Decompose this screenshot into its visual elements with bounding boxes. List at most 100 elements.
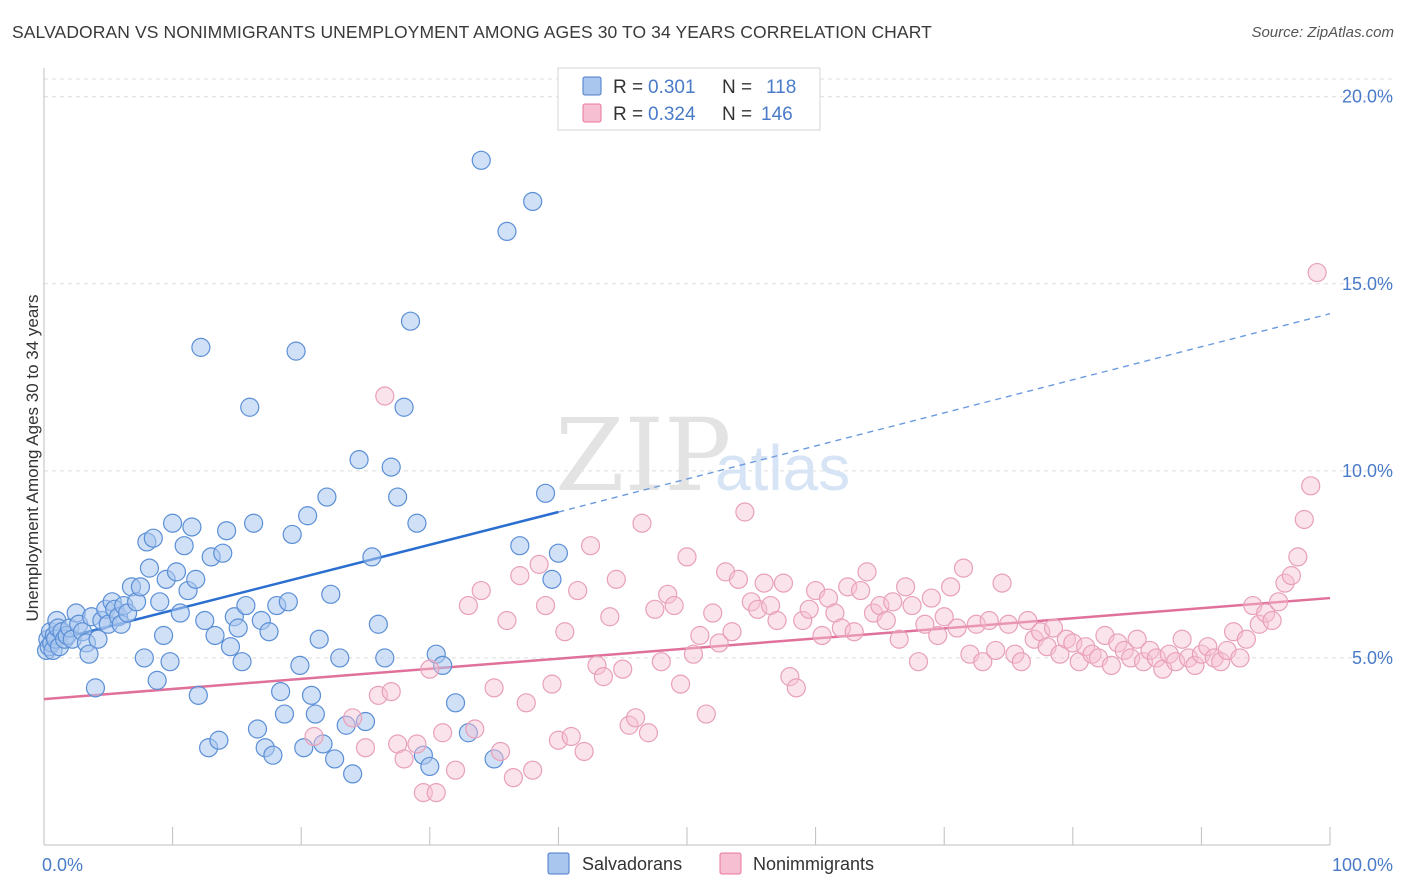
point-salvadorans-88 (325, 749, 345, 769)
data-points (36, 150, 1327, 803)
point-nonimmigrants-16 (471, 580, 491, 601)
point-nonimmigrants-92 (966, 614, 986, 634)
point-salvadorans-115 (548, 543, 569, 563)
bottom-legend-label-nonimmigrants: Nonimmigrants (753, 854, 874, 874)
point-nonimmigrants-114 (1108, 633, 1128, 653)
point-salvadorans-72 (263, 745, 283, 765)
point-nonimmigrants-74 (851, 580, 871, 601)
point-salvadorans-74 (271, 681, 291, 702)
point-nonimmigrants-41 (638, 723, 659, 743)
point-salvadorans-109 (484, 749, 504, 769)
point-nonimmigrants-51 (703, 603, 723, 623)
x-tick-labels: 0.0% 100.0% (42, 855, 1393, 875)
point-salvadorans-101 (407, 513, 427, 533)
point-nonimmigrants-59 (754, 573, 774, 593)
point-nonimmigrants-120 (1146, 648, 1166, 668)
point-nonimmigrants-139 (1268, 592, 1289, 612)
point-salvadorans-114 (542, 569, 562, 589)
point-nonimmigrants-35 (600, 607, 620, 627)
point-nonimmigrants-7 (394, 749, 414, 769)
legend-r-value-2: 0.324 (648, 104, 696, 125)
point-salvadorans-77 (282, 524, 302, 545)
point-salvadorans-53 (191, 337, 211, 357)
point-salvadorans-67 (244, 513, 264, 533)
point-salvadorans-83 (305, 704, 325, 724)
point-salvadorans-41 (150, 592, 170, 612)
point-salvadorans-86 (317, 487, 337, 507)
point-nonimmigrants-2 (355, 738, 376, 758)
point-nonimmigrants-32 (580, 536, 601, 556)
point-nonimmigrants-100 (1018, 610, 1038, 631)
point-salvadorans-112 (523, 191, 543, 212)
point-nonimmigrants-141 (1281, 566, 1302, 586)
point-nonimmigrants-116 (1121, 648, 1141, 668)
point-salvadorans-57 (205, 625, 225, 646)
point-nonimmigrants-140 (1275, 573, 1295, 593)
watermark-zip: ZIP (555, 397, 731, 514)
point-nonimmigrants-63 (780, 667, 800, 687)
legend-r-label-2: R = (613, 104, 643, 125)
point-nonimmigrants-14 (458, 595, 478, 616)
point-nonimmigrants-64 (786, 678, 806, 698)
y-axis-label: Unemployment Among Ages 30 to 34 years (23, 295, 42, 622)
point-salvadorans-96 (375, 648, 395, 668)
point-salvadorans-75 (274, 704, 295, 724)
point-nonimmigrants-37 (613, 659, 633, 679)
point-nonimmigrants-38 (619, 715, 639, 735)
point-nonimmigrants-27 (548, 730, 569, 750)
point-nonimmigrants-143 (1294, 509, 1314, 530)
chart-title: SALVADORAN VS NONIMMIGRANTS UNEMPLOYMENT… (12, 22, 932, 42)
point-salvadorans-99 (394, 397, 414, 417)
x-tick-label-1: 100.0% (1332, 855, 1393, 875)
point-salvadorans-94 (362, 547, 382, 567)
point-nonimmigrants-127 (1191, 644, 1212, 664)
legend-swatch-nonimmigrants (582, 103, 602, 123)
point-salvadorans-68 (247, 719, 268, 739)
point-salvadorans-36 (134, 648, 154, 668)
point-salvadorans-81 (298, 506, 318, 526)
point-salvadorans-42 (153, 625, 174, 646)
point-nonimmigrants-44 (658, 584, 678, 604)
point-salvadorans-76 (278, 592, 298, 612)
point-salvadorans-40 (147, 670, 167, 690)
point-nonimmigrants-12 (433, 723, 453, 743)
legend-r-value-1: 0.301 (648, 77, 696, 98)
point-nonimmigrants-0 (304, 726, 324, 747)
point-salvadorans-103 (420, 756, 440, 777)
point-nonimmigrants-133 (1230, 648, 1250, 668)
point-salvadorans-95 (368, 614, 388, 634)
point-nonimmigrants-24 (529, 554, 549, 574)
point-nonimmigrants-19 (497, 610, 517, 631)
point-nonimmigrants-65 (793, 610, 813, 631)
point-nonimmigrants-43 (651, 652, 671, 672)
point-nonimmigrants-54 (722, 622, 742, 642)
point-nonimmigrants-8 (407, 734, 427, 754)
point-nonimmigrants-98 (1005, 644, 1025, 664)
point-salvadorans-82 (301, 685, 322, 705)
point-nonimmigrants-89 (947, 618, 967, 638)
point-nonimmigrants-15 (465, 719, 485, 739)
legend-r-label-1: R = (613, 77, 643, 98)
bottom-legend-swatch-nonimmigrants (719, 852, 742, 875)
point-nonimmigrants-46 (670, 674, 691, 694)
point-nonimmigrants-96 (992, 573, 1012, 593)
point-nonimmigrants-138 (1262, 610, 1282, 631)
point-nonimmigrants-31 (574, 741, 594, 762)
point-nonimmigrants-118 (1133, 652, 1154, 672)
point-salvadorans-58 (209, 730, 229, 750)
point-salvadorans-35 (130, 577, 151, 597)
point-nonimmigrants-83 (908, 652, 929, 672)
point-salvadorans-50 (182, 517, 202, 537)
point-salvadorans-100 (400, 311, 421, 331)
point-salvadorans-61 (220, 637, 241, 657)
point-nonimmigrants-95 (986, 640, 1006, 661)
point-nonimmigrants-4 (375, 386, 395, 406)
point-nonimmigrants-40 (632, 513, 652, 533)
point-nonimmigrants-5 (381, 681, 401, 702)
point-nonimmigrants-68 (812, 625, 832, 646)
point-nonimmigrants-119 (1140, 640, 1160, 661)
series-nonimmigrants (304, 262, 1327, 803)
point-salvadorans-78 (286, 341, 306, 361)
point-salvadorans-63 (228, 618, 248, 638)
point-nonimmigrants-36 (606, 569, 626, 589)
